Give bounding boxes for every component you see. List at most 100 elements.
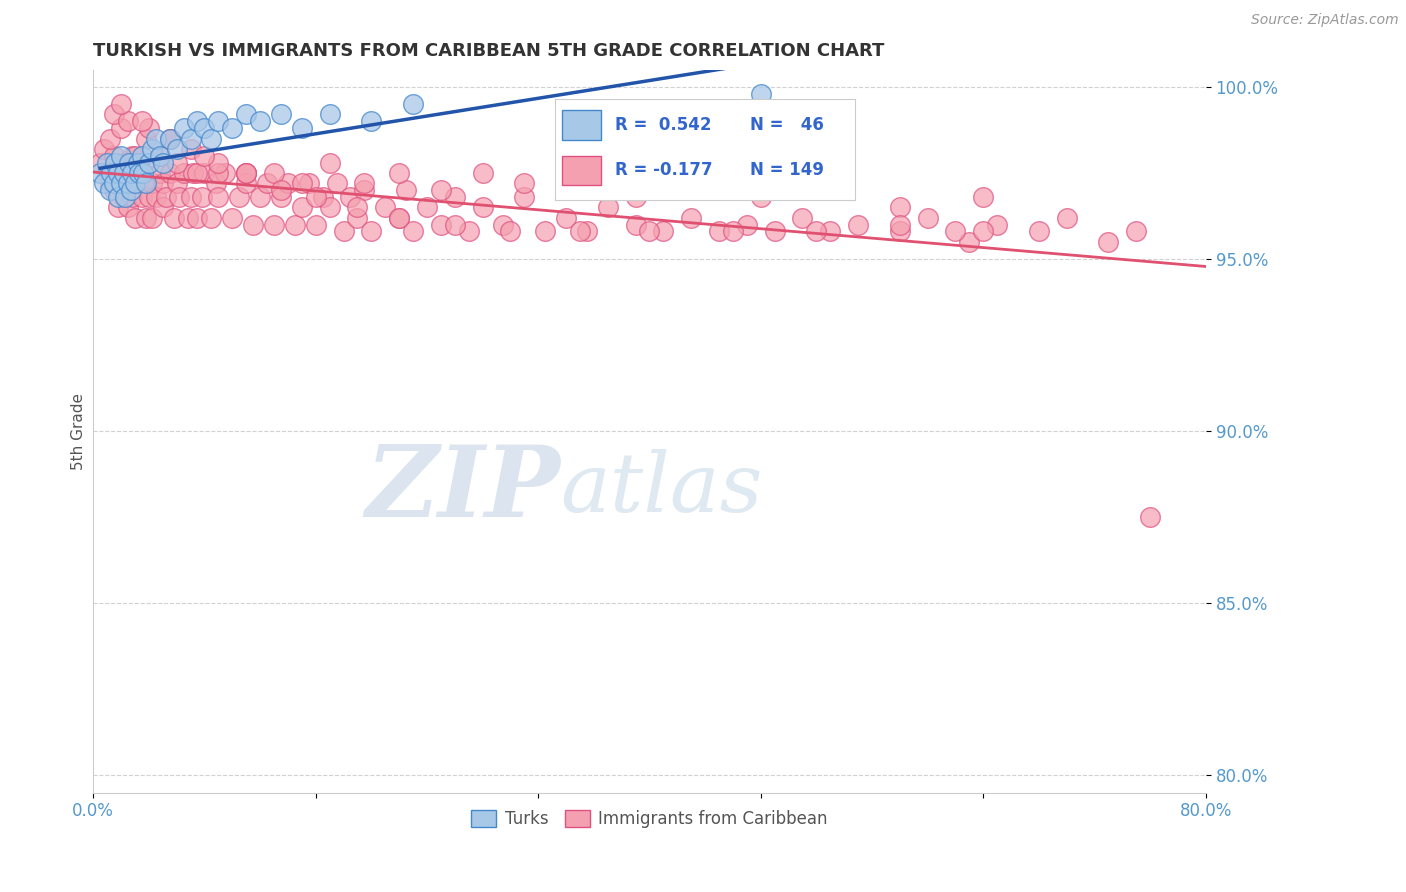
Point	[155, 190, 177, 204]
Point	[972, 224, 994, 238]
Point	[103, 183, 125, 197]
Point	[820, 183, 842, 197]
Point	[270, 107, 292, 121]
Point	[200, 131, 222, 145]
Point	[846, 218, 869, 232]
Point	[193, 149, 215, 163]
Point	[149, 149, 172, 163]
Point	[945, 224, 967, 238]
Point	[430, 218, 453, 232]
Point	[110, 97, 132, 112]
Point	[138, 155, 160, 169]
Point	[112, 166, 135, 180]
Point	[141, 211, 163, 225]
Point	[443, 218, 465, 232]
Point	[242, 218, 264, 232]
Point	[596, 200, 619, 214]
Point	[107, 200, 129, 214]
Point	[568, 224, 591, 238]
Point	[135, 176, 157, 190]
Point	[624, 218, 647, 232]
Point	[499, 224, 522, 238]
Point	[131, 190, 153, 204]
Point	[291, 176, 314, 190]
Point	[96, 155, 118, 169]
Point	[1097, 235, 1119, 249]
Point	[96, 166, 118, 180]
Point	[235, 166, 257, 180]
Point	[388, 211, 411, 225]
Point	[638, 224, 661, 238]
Point	[360, 114, 382, 128]
Point	[263, 218, 285, 232]
Point	[270, 183, 292, 197]
Point	[346, 211, 368, 225]
Point	[166, 176, 188, 190]
Point	[270, 190, 292, 204]
Point	[721, 224, 744, 238]
Point	[707, 224, 730, 238]
Point	[131, 114, 153, 128]
Y-axis label: 5th Grade: 5th Grade	[72, 392, 86, 470]
Point	[138, 155, 160, 169]
Point	[1028, 224, 1050, 238]
Point	[284, 218, 307, 232]
Point	[180, 190, 202, 204]
Point	[305, 218, 328, 232]
Point	[402, 97, 425, 112]
Point	[132, 166, 155, 180]
Point	[138, 121, 160, 136]
Point	[360, 224, 382, 238]
Point	[889, 224, 911, 238]
Point	[103, 107, 125, 121]
Point	[149, 166, 172, 180]
Point	[180, 142, 202, 156]
Point	[103, 149, 125, 163]
Point	[117, 176, 139, 190]
Point	[159, 166, 181, 180]
Point	[159, 131, 181, 145]
Point	[117, 166, 139, 180]
Point	[169, 190, 191, 204]
Point	[117, 200, 139, 214]
Point	[93, 176, 115, 190]
Point	[110, 176, 132, 190]
Point	[124, 149, 146, 163]
Text: TURKISH VS IMMIGRANTS FROM CARIBBEAN 5TH GRADE CORRELATION CHART: TURKISH VS IMMIGRANTS FROM CARIBBEAN 5TH…	[93, 42, 884, 60]
Point	[121, 149, 143, 163]
Point	[249, 190, 271, 204]
Point	[104, 155, 127, 169]
Point	[457, 224, 479, 238]
Point	[471, 200, 494, 214]
Point	[555, 211, 578, 225]
Point	[110, 176, 132, 190]
Text: ZIP: ZIP	[366, 441, 561, 537]
Point	[127, 176, 149, 190]
Point	[89, 166, 111, 180]
Point	[1056, 211, 1078, 225]
Point	[204, 176, 226, 190]
Point	[374, 200, 396, 214]
Point	[763, 224, 786, 238]
Point	[917, 211, 939, 225]
Point	[339, 190, 361, 204]
Point	[624, 190, 647, 204]
Point	[889, 200, 911, 214]
Point	[145, 190, 167, 204]
Point	[318, 155, 340, 169]
Point	[652, 224, 675, 238]
Point	[149, 149, 172, 163]
Point	[986, 218, 1008, 232]
Point	[749, 190, 772, 204]
Point	[127, 155, 149, 169]
Point	[190, 190, 212, 204]
Text: atlas: atlas	[561, 449, 763, 529]
Point	[395, 183, 418, 197]
Point	[121, 166, 143, 180]
Point	[186, 211, 208, 225]
Point	[681, 211, 703, 225]
Point	[141, 142, 163, 156]
Point	[173, 166, 195, 180]
Point	[513, 190, 536, 204]
Point	[207, 190, 229, 204]
